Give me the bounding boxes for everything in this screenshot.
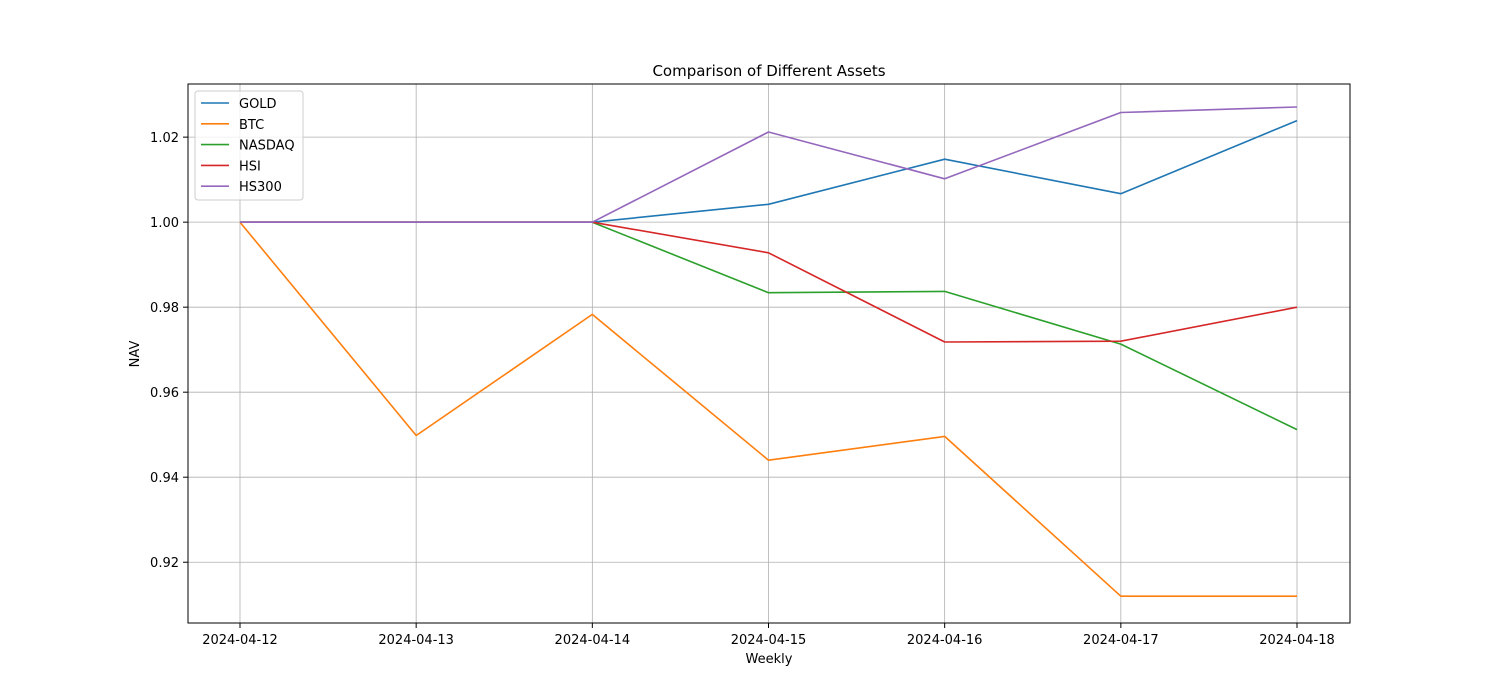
grid — [188, 84, 1350, 623]
x-tick-label: 2024-04-18 — [1259, 633, 1335, 648]
x-tick-label: 2024-04-12 — [202, 633, 278, 648]
series-line-btc — [239, 221, 1297, 598]
x-axis-title: Weekly — [746, 652, 793, 667]
x-tick-label: 2024-04-16 — [907, 633, 983, 648]
x-axis: 2024-04-12 2024-04-13 2024-04-14 2024-04-15… — [202, 623, 1335, 648]
x-tick-label: 2024-04-15 — [731, 633, 807, 648]
y-tick-label: 0.98 — [150, 301, 179, 316]
x-tick-label: 2024-04-14 — [555, 633, 631, 648]
legend-label-gold: GOLD — [239, 97, 277, 112]
x-tick-label: 2024-04-13 — [378, 633, 454, 648]
legend-label-hsi: HSI — [239, 159, 261, 174]
legend: GOLD BTC NASDAQ HSI HS300 — [194, 90, 304, 201]
y-tick-label: 0.96 — [150, 386, 179, 401]
y-tick-label: 1.00 — [150, 216, 179, 231]
series-lines — [239, 106, 1298, 598]
x-tick-label: 2024-04-17 — [1083, 633, 1159, 648]
legend-label-nasdaq: NASDAQ — [239, 139, 295, 154]
y-tick-label: 1.02 — [150, 131, 179, 146]
series-line-hs300 — [240, 106, 1298, 223]
y-tick-label: 0.92 — [150, 556, 179, 571]
legend-label-hs300: HS300 — [239, 180, 282, 195]
y-axis: 0.92 0.94 0.96 0.98 1.00 1.02 — [150, 131, 188, 571]
y-axis-title: NAV — [128, 341, 143, 368]
legend-label-btc: BTC — [239, 118, 264, 133]
y-tick-label: 0.94 — [150, 471, 179, 486]
chart-title: Comparison of Different Assets — [652, 62, 885, 80]
legend-box — [194, 90, 304, 201]
